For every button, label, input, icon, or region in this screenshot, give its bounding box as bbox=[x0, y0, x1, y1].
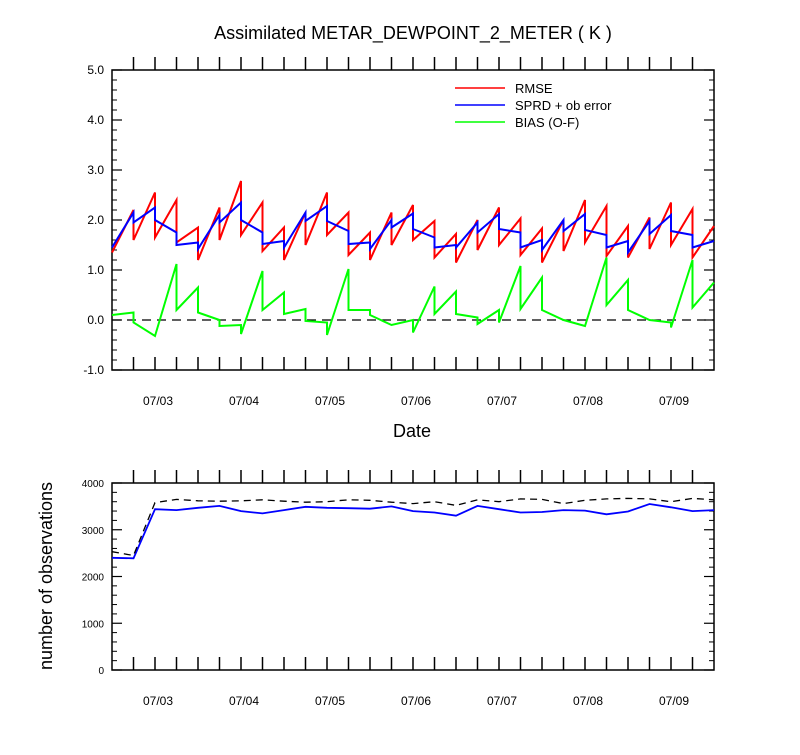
series-0-line bbox=[111, 503, 715, 560]
x-tick-label: 07/03 bbox=[143, 394, 173, 408]
x-tick-label: 07/04 bbox=[229, 394, 259, 408]
x-tick-label: 07/08 bbox=[573, 394, 603, 408]
y-tick-label: 4.0 bbox=[87, 113, 104, 127]
y-tick-label: 1000 bbox=[82, 619, 105, 630]
legend-label: BIAS (O-F) bbox=[515, 115, 579, 130]
x-tick-label: 07/06 bbox=[401, 394, 431, 408]
y-tick-label: 5.0 bbox=[87, 63, 104, 77]
x-tick-label: 07/09 bbox=[659, 694, 689, 708]
bottom-y-axis-label: number of observations bbox=[36, 482, 56, 670]
y-tick-label: 0.0 bbox=[87, 313, 104, 327]
y-tick-label: 4000 bbox=[82, 479, 105, 490]
x-tick-label: 07/05 bbox=[315, 394, 345, 408]
series-1-line bbox=[111, 497, 715, 557]
x-tick-label: 07/08 bbox=[573, 694, 603, 708]
y-tick-label: 3000 bbox=[82, 526, 105, 537]
top-chart: -1.0 0.0 1.0 2.0 3.0 4.0 5.0 07/03 07/04 07/05 07/… bbox=[83, 57, 715, 408]
x-tick-label: 07/07 bbox=[487, 394, 517, 408]
x-tick-label: 07/05 bbox=[315, 694, 345, 708]
y-tick-label: 3.0 bbox=[87, 163, 104, 177]
legend-label: RMSE bbox=[515, 81, 553, 96]
legend-label: SPRD + ob error bbox=[515, 98, 612, 113]
y-tick-label: 1.0 bbox=[87, 263, 104, 277]
x-tick-label: 07/06 bbox=[401, 694, 431, 708]
bottom-chart: 0 1000 2000 3000 4000 07/03 07/04 07/05 07/06 07/… bbox=[82, 470, 715, 708]
x-tick-label: 07/07 bbox=[487, 694, 517, 708]
y-tick-label: 2000 bbox=[82, 573, 105, 584]
x-tick-label: 07/04 bbox=[229, 694, 259, 708]
y-tick-label: 0 bbox=[98, 666, 104, 677]
top-x-axis-label: Date bbox=[393, 421, 431, 441]
sprd-ob-error-line bbox=[111, 200, 715, 256]
x-tick-label: 07/09 bbox=[659, 394, 689, 408]
x-tick-label: 07/03 bbox=[143, 694, 173, 708]
y-tick-label: 2.0 bbox=[87, 213, 104, 227]
y-tick-label: -1.0 bbox=[83, 363, 104, 377]
bias-o-f-line bbox=[111, 257, 715, 338]
chart-title: Assimilated METAR_DEWPOINT_2_METER ( K ) bbox=[214, 23, 612, 44]
